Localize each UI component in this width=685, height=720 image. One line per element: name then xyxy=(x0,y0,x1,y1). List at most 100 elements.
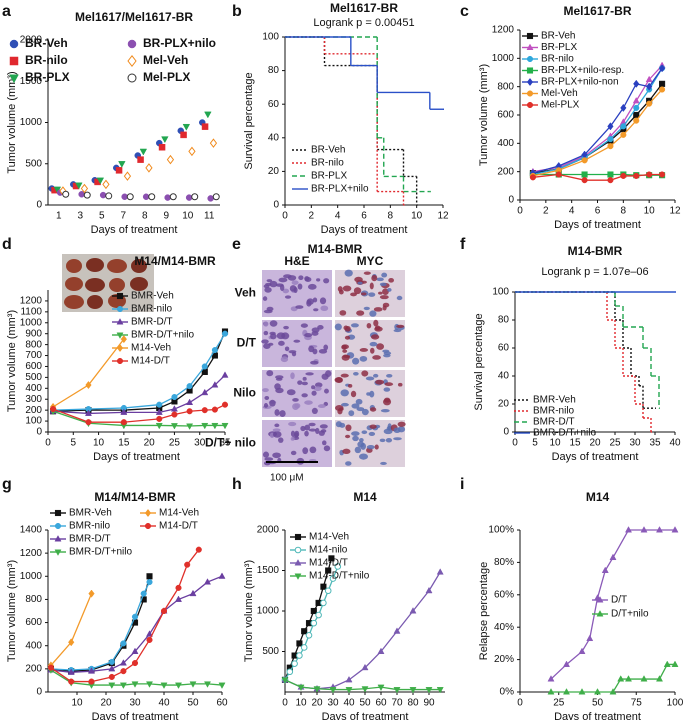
legend-label: BR-Veh xyxy=(541,31,575,42)
point xyxy=(286,668,294,676)
line xyxy=(53,374,226,415)
point xyxy=(120,640,127,647)
point xyxy=(161,136,169,144)
y-tick-label: 600 xyxy=(25,361,42,372)
panel-letter: a xyxy=(2,3,11,20)
cell xyxy=(270,333,277,340)
cell xyxy=(269,320,278,327)
x-tick-label: 6 xyxy=(361,211,367,222)
legend-marker xyxy=(526,55,534,63)
cell xyxy=(311,385,316,390)
y-tick-label: 0% xyxy=(500,687,515,698)
cell xyxy=(313,308,319,312)
x-tick-label: 30 xyxy=(629,438,641,449)
panel-letter: c xyxy=(460,3,469,20)
point xyxy=(620,172,627,179)
legend-label: D/T+nilo xyxy=(611,609,649,620)
y-tick-label: 500 xyxy=(25,158,42,169)
legend-label: BR-nilo xyxy=(541,54,574,65)
cell xyxy=(345,424,352,432)
cell xyxy=(322,440,327,446)
line xyxy=(50,575,223,673)
cell xyxy=(323,278,330,284)
chart-title: Mel1617/Mel1617-BR xyxy=(75,10,193,24)
x-tick-label: 11 xyxy=(204,211,215,222)
x-tick-label: 90 xyxy=(423,698,435,709)
panel-letter: d xyxy=(2,236,12,253)
legend-marker xyxy=(116,292,124,300)
point xyxy=(105,192,113,200)
cell xyxy=(369,282,374,290)
cell xyxy=(393,427,401,434)
point xyxy=(186,398,194,405)
cell xyxy=(306,298,314,305)
point xyxy=(393,627,401,634)
x-tick-label: 8 xyxy=(621,206,627,217)
x-tick-label: 30 xyxy=(194,438,206,449)
point xyxy=(658,64,666,73)
y-tick-label: 400 xyxy=(497,138,514,149)
point xyxy=(601,566,609,573)
cell xyxy=(369,310,377,317)
point xyxy=(47,664,54,671)
y-axis-label: Tumor volume (mm³) xyxy=(6,310,18,412)
cell xyxy=(342,354,351,358)
point xyxy=(155,422,163,430)
point xyxy=(140,590,147,597)
point xyxy=(436,568,444,575)
legend-label: M14-D/T xyxy=(309,558,348,569)
point xyxy=(146,636,153,643)
cell xyxy=(351,403,360,409)
point xyxy=(201,388,209,396)
cell xyxy=(340,373,349,378)
cell xyxy=(304,400,313,405)
cell xyxy=(262,451,270,458)
point xyxy=(137,156,144,163)
x-tick-label: 0 xyxy=(282,211,288,222)
legend-label: BR-PLX+nilo-resp. xyxy=(541,65,624,76)
cell xyxy=(383,351,392,355)
point xyxy=(578,688,586,695)
legend-label: BMR-D/T+nilo xyxy=(69,547,133,558)
column-header: H&E xyxy=(284,254,309,268)
cell xyxy=(301,381,308,386)
y-axis-label: Survival percentage xyxy=(473,313,485,410)
line xyxy=(532,64,663,173)
x-tick-label: 5 xyxy=(99,211,105,222)
cell xyxy=(320,429,327,433)
legend-label: BR-PLX+nilo xyxy=(143,36,216,50)
legend-label: M14-D/T+nilo xyxy=(309,571,370,582)
legend-marker xyxy=(144,522,152,530)
point xyxy=(640,526,648,533)
cell xyxy=(291,280,299,285)
y-tick-label: 500 xyxy=(25,372,42,383)
legend-marker xyxy=(116,357,124,365)
cell xyxy=(311,407,318,415)
cell xyxy=(314,382,323,388)
column-header: MYC xyxy=(357,254,384,268)
cell xyxy=(308,345,315,353)
cell xyxy=(288,350,297,354)
legend-marker xyxy=(294,573,302,580)
point xyxy=(75,182,83,190)
legend-marker xyxy=(127,54,137,68)
tumor xyxy=(109,278,125,292)
point xyxy=(108,658,115,665)
point xyxy=(646,82,653,91)
cell xyxy=(369,341,378,347)
legend-label: Mel-Veh xyxy=(541,88,578,99)
point xyxy=(325,567,332,574)
point xyxy=(607,171,614,178)
cell xyxy=(290,437,295,441)
cell xyxy=(287,275,297,281)
cell xyxy=(356,407,365,412)
x-tick-label: 0 xyxy=(282,698,288,709)
x-tick-label: 2 xyxy=(309,211,315,222)
point xyxy=(50,406,57,413)
cell xyxy=(384,382,394,387)
cell xyxy=(315,427,320,434)
point xyxy=(67,668,75,675)
y-tick-label: 20 xyxy=(498,399,510,410)
legend-marker xyxy=(526,67,534,74)
point xyxy=(633,104,640,111)
